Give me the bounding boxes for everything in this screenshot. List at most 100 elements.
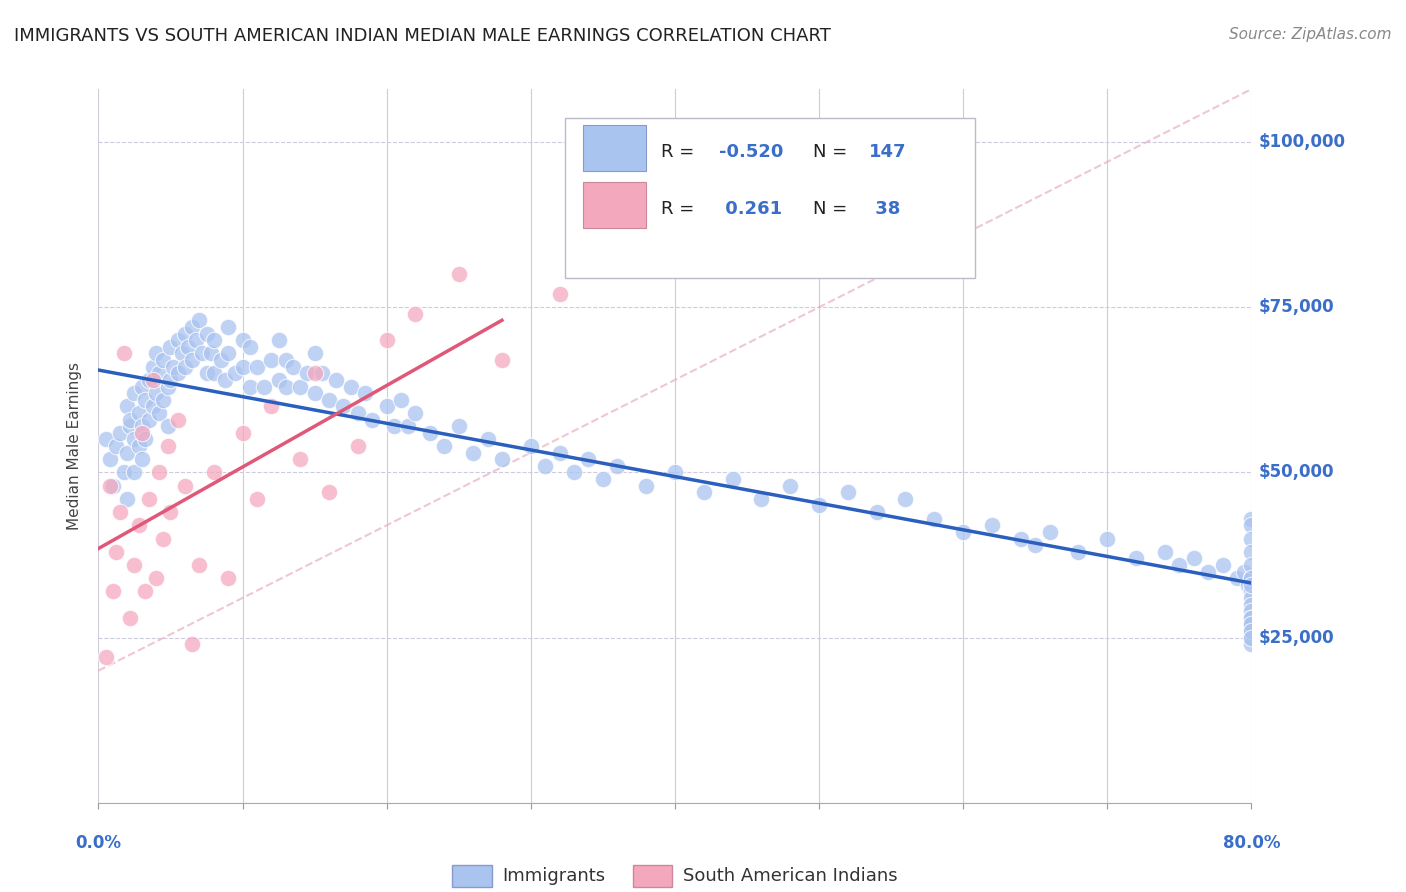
Point bbox=[520, 439, 543, 453]
Point bbox=[148, 367, 170, 381]
Point bbox=[202, 367, 225, 381]
Point bbox=[209, 353, 232, 368]
Point bbox=[138, 373, 160, 387]
Point bbox=[274, 353, 297, 368]
Point bbox=[548, 445, 571, 459]
Point bbox=[117, 400, 138, 414]
Text: 80.0%: 80.0% bbox=[1223, 834, 1279, 852]
Point bbox=[159, 373, 181, 387]
Point bbox=[128, 518, 150, 533]
Point bbox=[200, 346, 222, 360]
Text: 0.261: 0.261 bbox=[718, 200, 782, 218]
Point bbox=[304, 386, 326, 401]
Point bbox=[188, 558, 211, 572]
Point bbox=[548, 287, 571, 301]
Point bbox=[177, 340, 200, 354]
Point bbox=[124, 558, 146, 572]
Point bbox=[174, 478, 197, 492]
Point bbox=[281, 359, 304, 374]
FancyBboxPatch shape bbox=[565, 118, 974, 278]
Point bbox=[1240, 631, 1263, 645]
Point bbox=[131, 379, 153, 393]
Point bbox=[419, 425, 441, 440]
Point bbox=[224, 367, 246, 381]
Point bbox=[128, 406, 150, 420]
Point bbox=[721, 472, 744, 486]
Point bbox=[389, 392, 412, 407]
Point bbox=[148, 466, 170, 480]
Point bbox=[214, 373, 236, 387]
Point bbox=[1240, 604, 1263, 618]
Point bbox=[1097, 532, 1119, 546]
Point bbox=[1226, 571, 1249, 585]
Point bbox=[1240, 624, 1263, 638]
Point bbox=[1240, 532, 1263, 546]
Point bbox=[1168, 558, 1191, 572]
Point bbox=[181, 353, 204, 368]
Point bbox=[217, 571, 239, 585]
Point bbox=[120, 412, 142, 426]
Point bbox=[447, 267, 470, 281]
Point bbox=[1038, 524, 1062, 539]
Point bbox=[592, 472, 614, 486]
Point bbox=[267, 373, 290, 387]
Point bbox=[195, 326, 218, 341]
Point bbox=[134, 584, 156, 599]
Point bbox=[231, 425, 254, 440]
Point bbox=[98, 478, 121, 492]
Point bbox=[461, 445, 484, 459]
Point bbox=[304, 346, 326, 360]
Point bbox=[339, 379, 361, 393]
Point bbox=[952, 524, 974, 539]
Point bbox=[94, 650, 117, 665]
Text: R =: R = bbox=[661, 143, 700, 161]
Point bbox=[664, 221, 686, 235]
Point bbox=[156, 379, 179, 393]
Point bbox=[267, 333, 290, 347]
Point bbox=[159, 340, 181, 354]
Text: 147: 147 bbox=[869, 143, 905, 161]
Text: 38: 38 bbox=[869, 200, 900, 218]
Point bbox=[1240, 631, 1263, 645]
Text: $50,000: $50,000 bbox=[1258, 464, 1334, 482]
Point bbox=[191, 346, 214, 360]
Point bbox=[382, 419, 405, 434]
Text: R =: R = bbox=[661, 200, 700, 218]
Point bbox=[1024, 538, 1046, 552]
Point bbox=[138, 491, 160, 506]
Point bbox=[246, 491, 269, 506]
Point bbox=[124, 433, 146, 447]
Point bbox=[170, 346, 193, 360]
Point bbox=[104, 439, 127, 453]
Point bbox=[894, 491, 917, 506]
Point bbox=[246, 359, 269, 374]
Point bbox=[1010, 532, 1032, 546]
Point bbox=[124, 466, 146, 480]
Point bbox=[117, 445, 138, 459]
Point bbox=[866, 505, 889, 519]
Point bbox=[354, 386, 377, 401]
Point bbox=[1125, 551, 1147, 566]
Point bbox=[751, 491, 773, 506]
Point bbox=[405, 307, 427, 321]
Point bbox=[304, 367, 326, 381]
Point bbox=[166, 412, 188, 426]
Point bbox=[101, 584, 124, 599]
Point bbox=[1240, 578, 1263, 592]
Point bbox=[606, 458, 628, 473]
Point bbox=[361, 412, 384, 426]
Point bbox=[142, 373, 165, 387]
Point bbox=[202, 333, 225, 347]
Point bbox=[346, 406, 368, 420]
Point bbox=[1240, 624, 1263, 638]
Point bbox=[104, 545, 127, 559]
Point bbox=[491, 353, 513, 368]
Point bbox=[188, 313, 211, 327]
Point bbox=[131, 419, 153, 434]
Point bbox=[477, 433, 499, 447]
Point bbox=[837, 485, 859, 500]
Point bbox=[922, 511, 945, 525]
Point bbox=[131, 425, 153, 440]
Point bbox=[1240, 617, 1263, 632]
Point bbox=[1212, 558, 1234, 572]
